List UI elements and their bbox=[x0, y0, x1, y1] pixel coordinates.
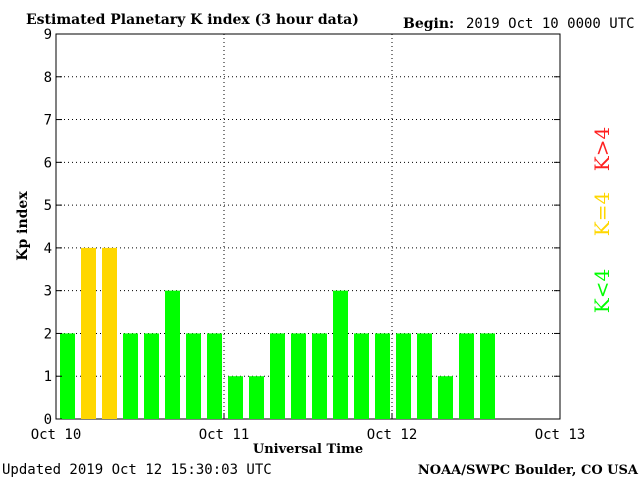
x-ticks: Oct 10 Oct 11 Oct 12 Oct 13 bbox=[31, 413, 586, 443]
kp-bar bbox=[81, 247, 96, 419]
plot-frame bbox=[55, 33, 561, 420]
updated-timestamp: Updated 2019 Oct 12 15:30:03 UTC bbox=[2, 462, 272, 478]
y-tick-label: 7 bbox=[44, 113, 52, 129]
kp-bar bbox=[333, 290, 348, 419]
kp-bar bbox=[270, 333, 285, 419]
kp-bar bbox=[480, 333, 495, 419]
y-ticks: 0 1 2 3 4 5 6 7 8 9 bbox=[44, 27, 560, 428]
kp-bar bbox=[459, 333, 474, 419]
y-tick-label: 3 bbox=[44, 284, 52, 300]
kp-bar bbox=[396, 333, 411, 419]
kp-bar bbox=[228, 376, 243, 419]
y-tick-label: 5 bbox=[44, 198, 52, 214]
legend-equal: K=4 bbox=[590, 192, 614, 236]
kp-bar bbox=[312, 333, 327, 419]
x-axis-label: Universal Time bbox=[253, 442, 363, 457]
y-tick-label: 1 bbox=[44, 369, 52, 385]
kp-bar bbox=[291, 333, 306, 419]
kp-bar bbox=[102, 247, 117, 419]
legend-high: K>4 bbox=[590, 127, 614, 171]
kp-bar bbox=[417, 333, 432, 419]
y-tick-label: 2 bbox=[44, 326, 52, 342]
x-tick-label: Oct 12 bbox=[367, 427, 418, 443]
x-tick-label: Oct 10 bbox=[31, 427, 82, 443]
y-axis-label: Kp index bbox=[15, 191, 31, 261]
begin-label: Begin: bbox=[403, 16, 454, 32]
kp-bar bbox=[165, 290, 180, 419]
kp-bar bbox=[375, 333, 390, 419]
x-tick-label: Oct 13 bbox=[535, 427, 586, 443]
plot-area: 0 1 2 3 4 5 6 7 8 9 Oct 10 Oct 11 Oct 12 Oct 13 bbox=[31, 27, 586, 443]
source-credit: NOAA/SWPC Boulder, CO USA bbox=[418, 463, 639, 478]
kp-bar bbox=[186, 333, 201, 419]
kp-bar bbox=[249, 376, 264, 419]
y-tick-label: 8 bbox=[44, 70, 52, 86]
kp-bar bbox=[60, 333, 75, 419]
bars bbox=[60, 247, 495, 419]
kp-bar bbox=[354, 333, 369, 419]
y-tick-label: 9 bbox=[44, 27, 52, 43]
chart-title: Estimated Planetary K index (3 hour data… bbox=[26, 12, 359, 28]
kp-bar bbox=[144, 333, 159, 419]
kp-bar bbox=[123, 333, 138, 419]
x-tick-label: Oct 11 bbox=[199, 427, 250, 443]
y-tick-label: 0 bbox=[44, 412, 52, 428]
begin-value: 2019 Oct 10 0000 UTC bbox=[466, 16, 635, 32]
y-tick-label: 6 bbox=[44, 155, 52, 171]
legend-low: K<4 bbox=[590, 269, 614, 313]
kp-bar bbox=[438, 376, 453, 419]
y-tick-label: 4 bbox=[44, 241, 52, 257]
gridlines bbox=[56, 34, 560, 419]
kp-bar bbox=[207, 333, 222, 419]
